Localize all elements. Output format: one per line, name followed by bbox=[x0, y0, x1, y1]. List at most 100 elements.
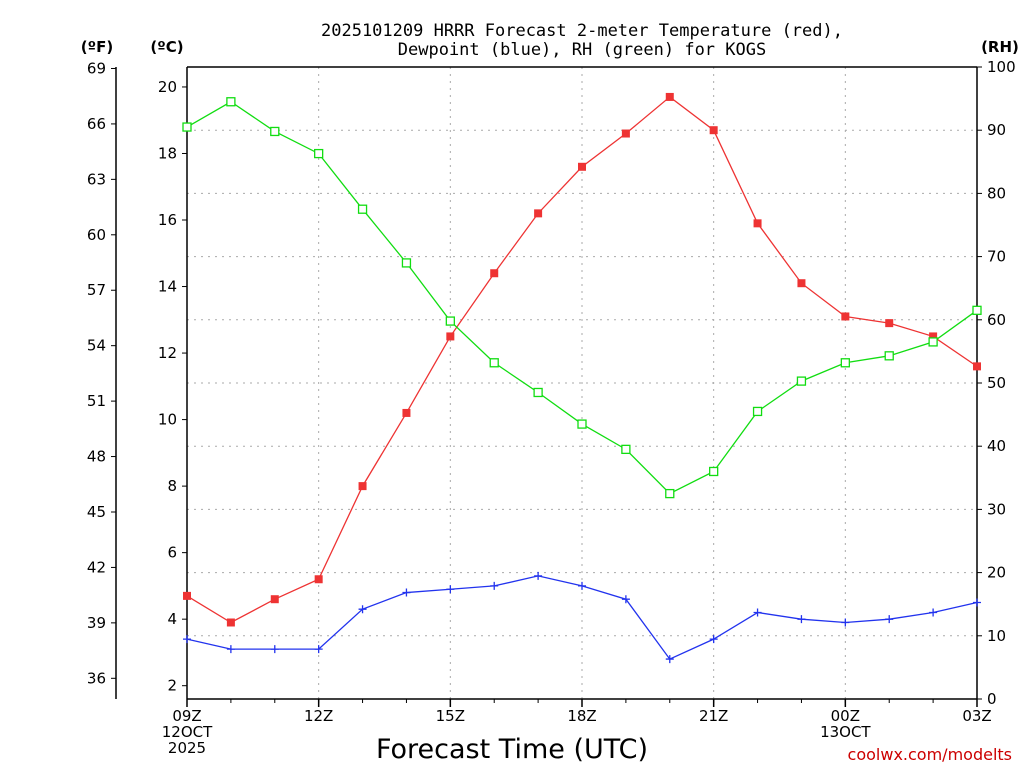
rh-point bbox=[840, 358, 850, 368]
time-tick-label: 12OCT bbox=[162, 723, 213, 741]
rh-point bbox=[445, 316, 455, 326]
rh-unit-label: (RH) bbox=[981, 38, 1019, 56]
celsius-tick-label: 12 bbox=[158, 344, 177, 362]
rh-point bbox=[621, 444, 631, 455]
rh-point bbox=[796, 376, 807, 386]
rh-tick-label: 100 bbox=[987, 58, 1016, 76]
temperature-point bbox=[973, 362, 981, 371]
fahrenheit-tick-label: 45 bbox=[87, 503, 106, 521]
dewpoint-point bbox=[797, 615, 806, 624]
chart-title-line-2: Dewpoint (blue), RH (green) for KOGS bbox=[398, 40, 766, 60]
fahrenheit-tick-label: 60 bbox=[87, 226, 106, 244]
dewpoint-point bbox=[226, 645, 235, 654]
time-tick-label: 21Z bbox=[699, 707, 728, 725]
rh-point bbox=[884, 351, 894, 361]
celsius-tick-label: 20 bbox=[158, 78, 177, 96]
temperature-point bbox=[578, 162, 586, 171]
dewpoint-point bbox=[534, 571, 543, 580]
celsius-tick-label: 16 bbox=[158, 211, 177, 229]
dewpoint-point bbox=[358, 605, 367, 614]
time-tick-label: 2025 bbox=[168, 739, 206, 757]
temperature-point bbox=[534, 209, 543, 218]
rh-tick-label: 40 bbox=[987, 437, 1006, 455]
fahrenheit-tick-label: 69 bbox=[87, 59, 106, 77]
temperature-point bbox=[753, 219, 762, 228]
rh-point bbox=[314, 148, 324, 159]
fahrenheit-axis-ticks: 36 39 42 45 48 51 54 57 60 63 66 69 bbox=[87, 59, 116, 687]
temperature-point bbox=[885, 319, 894, 328]
rh-point bbox=[972, 305, 982, 315]
temperature-point bbox=[402, 408, 411, 417]
temperature-point bbox=[358, 482, 367, 491]
celsius-tick-label: 18 bbox=[158, 144, 177, 162]
dewpoint-point bbox=[183, 635, 191, 644]
time-tick-label: 13OCT bbox=[820, 723, 871, 741]
time-tick-label: 12Z bbox=[304, 707, 333, 725]
dewpoint-point bbox=[929, 608, 938, 617]
rh-point bbox=[401, 258, 412, 268]
temperature-point bbox=[841, 312, 850, 321]
rh-point bbox=[489, 358, 499, 368]
celsius-tick-label: 4 bbox=[167, 610, 177, 628]
dewpoint-point bbox=[665, 655, 674, 664]
celsius-tick-label: 8 bbox=[167, 477, 177, 495]
celsius-tick-label: 10 bbox=[158, 411, 177, 429]
rh-tick-label: 70 bbox=[987, 248, 1006, 266]
temperature-point bbox=[490, 269, 499, 278]
dewpoint-point bbox=[621, 595, 630, 604]
dewpoint-point bbox=[402, 588, 411, 597]
dewpoint-point bbox=[709, 635, 718, 644]
temperature-point bbox=[929, 332, 938, 341]
fahrenheit-tick-label: 66 bbox=[87, 115, 106, 133]
temperature-series bbox=[183, 92, 981, 627]
temperature-point bbox=[270, 595, 279, 604]
fahrenheit-tick-label: 51 bbox=[87, 392, 106, 410]
temperature-point bbox=[621, 129, 630, 138]
celsius-tick-label: 14 bbox=[158, 278, 177, 296]
temperature-point bbox=[183, 591, 191, 600]
time-tick-label: 09Z bbox=[172, 707, 201, 725]
rh-tick-label: 90 bbox=[987, 121, 1006, 139]
rh-tick-label: 30 bbox=[987, 500, 1006, 518]
dewpoint-point bbox=[841, 618, 850, 627]
rh-point bbox=[226, 97, 236, 107]
celsius-unit-label: (ºC) bbox=[150, 38, 183, 56]
rh-point bbox=[665, 488, 675, 499]
x-axis-label: Forecast Time (UTC) bbox=[376, 734, 648, 765]
data-series bbox=[182, 92, 982, 664]
chart-title-line-1: 2025101209 HRRR Forecast 2-meter Tempera… bbox=[321, 21, 843, 41]
temperature-point bbox=[314, 575, 323, 584]
temperature-point bbox=[226, 618, 235, 627]
fahrenheit-tick-label: 54 bbox=[87, 337, 106, 355]
rh-tick-label: 50 bbox=[987, 374, 1006, 392]
rh-point bbox=[270, 126, 280, 137]
rh-tick-label: 10 bbox=[987, 627, 1006, 645]
dewpoint-point bbox=[490, 581, 499, 590]
fahrenheit-tick-label: 42 bbox=[87, 558, 106, 576]
temperature-point bbox=[797, 279, 806, 288]
rh-point bbox=[709, 466, 719, 477]
dewpoint-point bbox=[753, 608, 762, 617]
rh-series bbox=[182, 97, 982, 499]
rh-point bbox=[357, 204, 368, 214]
dewpoint-point bbox=[885, 615, 894, 624]
fahrenheit-tick-label: 36 bbox=[87, 669, 106, 687]
gridlines bbox=[187, 67, 977, 699]
dewpoint-point bbox=[578, 581, 586, 590]
rh-tick-label: 60 bbox=[987, 311, 1006, 329]
time-tick-label: 18Z bbox=[567, 707, 596, 725]
time-tick-label: 00Z bbox=[831, 707, 860, 725]
rh-axis-ticks: 0 10 20 30 40 50 60 70 80 90 100 bbox=[977, 58, 1016, 708]
rh-point bbox=[533, 387, 543, 398]
dewpoint-point bbox=[314, 645, 323, 654]
dewpoint-point bbox=[446, 585, 455, 594]
temperature-point bbox=[665, 92, 674, 101]
dewpoint-point bbox=[270, 645, 279, 654]
rh-point bbox=[928, 337, 938, 347]
rh-point bbox=[182, 122, 192, 132]
time-tick-label: 15Z bbox=[436, 707, 465, 725]
time-tick-label: 03Z bbox=[962, 707, 991, 725]
